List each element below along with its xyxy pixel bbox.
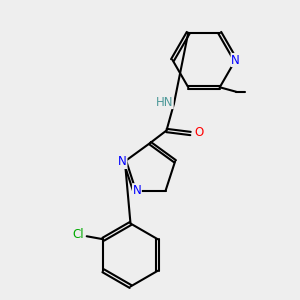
Text: Cl: Cl — [73, 228, 84, 241]
Text: N: N — [118, 155, 127, 168]
Text: N: N — [231, 53, 240, 67]
Text: O: O — [194, 125, 203, 139]
Text: HN: HN — [156, 95, 173, 109]
Text: N: N — [133, 184, 141, 197]
